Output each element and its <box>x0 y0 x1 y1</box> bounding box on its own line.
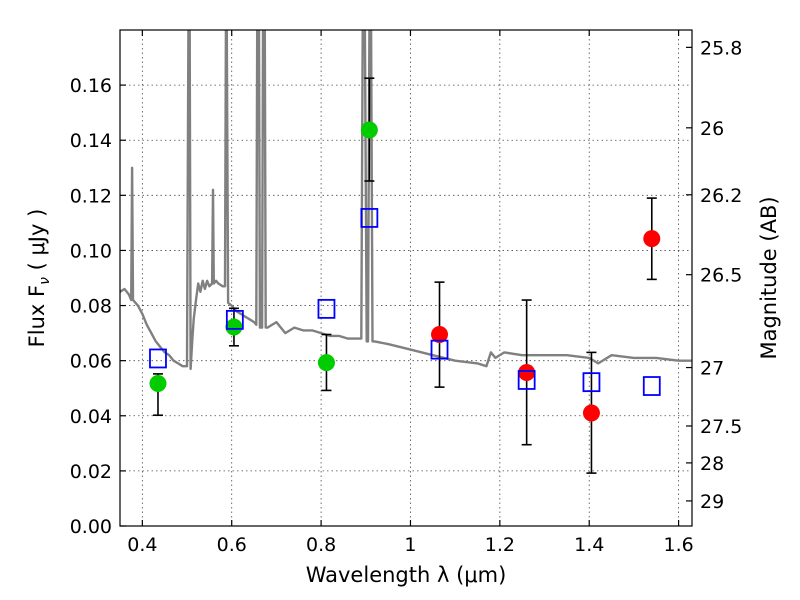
y-axis-label-unit: ( μJy ) <box>25 209 49 277</box>
model-point <box>517 370 536 390</box>
data-point <box>643 230 661 248</box>
model-point <box>430 339 449 360</box>
y2-tick-label: 26.2 <box>700 185 742 207</box>
data-point <box>149 375 167 393</box>
y2-tick-label: 28 <box>700 453 724 475</box>
model-point <box>582 372 601 393</box>
spectrum-line <box>120 30 692 371</box>
data-point <box>317 354 335 372</box>
y2-axis-label: Magnitude (AB) <box>757 196 781 359</box>
model-point <box>225 309 244 330</box>
data-point <box>360 121 378 139</box>
y-tick-label: 0.16 <box>70 75 112 97</box>
y-tick-label: 0.08 <box>70 296 112 318</box>
x-tick-label: 1.4 <box>574 534 604 556</box>
y-axis-label: Flux Fν ( μJy ) <box>25 209 53 348</box>
model-point <box>317 298 336 319</box>
y-axis-label-main: Flux F <box>25 285 49 347</box>
y-tick-label: 0.10 <box>70 240 112 262</box>
x-tick-label: 0.6 <box>217 534 247 556</box>
y-axis-label-sub: ν <box>37 277 53 285</box>
y-tick-label: 0.14 <box>70 130 112 152</box>
grid <box>120 30 692 527</box>
model-point <box>642 376 661 396</box>
data-point <box>518 364 536 382</box>
x-tick-label: 1.6 <box>663 534 693 556</box>
data-layer <box>120 30 692 474</box>
x-tick-label: 0.8 <box>306 534 336 556</box>
y-tick-label: 0.04 <box>70 406 112 428</box>
ticks: 0.4 0.6 0.8 1 1.2 1.4 1.6 0.00 0.02 0.04 0.06 0.08 0… <box>70 30 742 556</box>
x-axis-label: Wavelength λ (μm) <box>306 563 507 587</box>
y-tick-label: 0.12 <box>70 185 112 207</box>
y2-tick-label: 26 <box>700 118 724 140</box>
y2-tick-label: 27.5 <box>700 416 742 438</box>
plot-frame <box>119 29 693 527</box>
model-point <box>360 208 379 228</box>
y2-tick-label: 29 <box>700 491 724 513</box>
y-tick-label: 0.02 <box>70 461 112 483</box>
y2-tick-label: 27 <box>700 358 724 380</box>
data-point <box>431 325 449 343</box>
x-tick-label: 1.2 <box>485 534 515 556</box>
data-point <box>225 318 243 336</box>
y2-tick-label: 25.8 <box>700 37 742 59</box>
x-tick-label: 1 <box>404 534 416 556</box>
model-point <box>149 348 167 369</box>
data-point <box>582 404 600 422</box>
y-tick-label: 0.06 <box>70 351 112 373</box>
y-tick-label: 0.00 <box>70 516 112 538</box>
y2-tick-label: 26.5 <box>700 265 742 287</box>
x-tick-label: 0.4 <box>127 534 157 556</box>
